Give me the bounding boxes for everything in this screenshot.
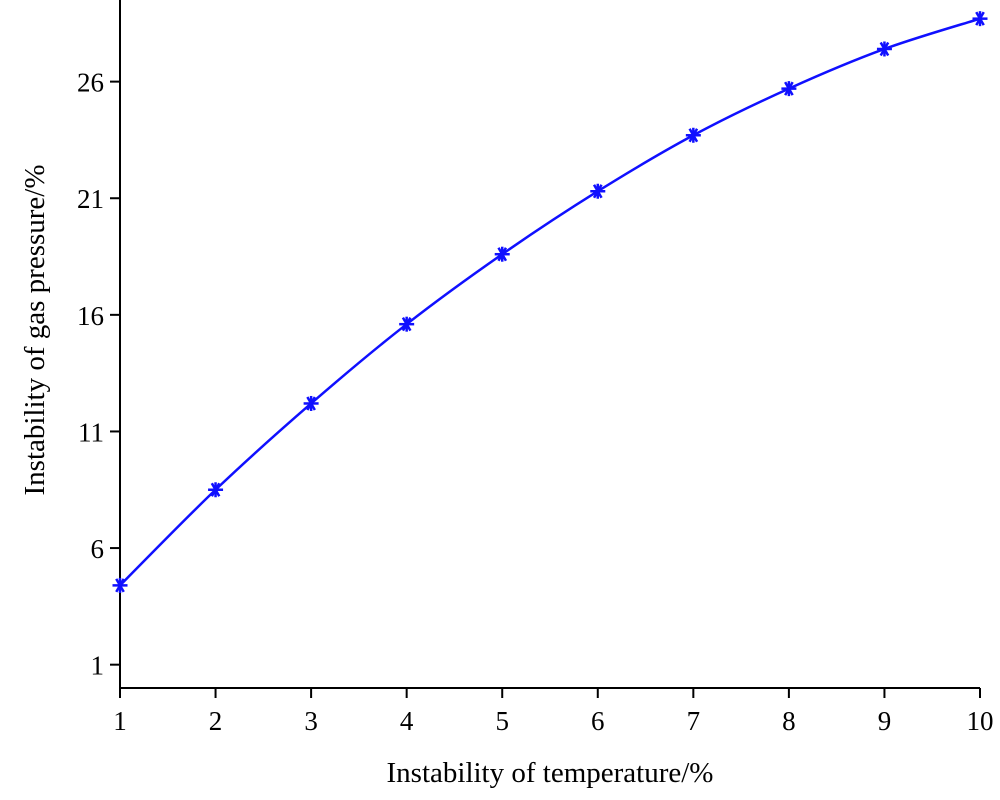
series-layer	[112, 11, 988, 593]
y-tick-label: 26	[77, 68, 104, 98]
x-tick-label: 8	[782, 706, 796, 736]
x-tick-label: 6	[591, 706, 605, 736]
x-tick-label: 2	[209, 706, 223, 736]
x-tick-label: 3	[304, 706, 318, 736]
x-axis-title: Instability of temperature/%	[387, 757, 714, 789]
y-tick-label: 16	[77, 301, 104, 331]
data-point-marker	[781, 81, 797, 97]
x-tick-label: 9	[878, 706, 892, 736]
data-point-marker	[208, 482, 224, 498]
data-point-marker	[590, 183, 606, 199]
axes	[119, 0, 980, 689]
x-tick-label: 7	[687, 706, 701, 736]
x-ticks: 1 2 3 4 5 6 7 8 9 10	[113, 688, 994, 736]
x-tick-label: 4	[400, 706, 414, 736]
data-point-marker	[303, 395, 319, 411]
data-point-marker	[112, 577, 128, 593]
x-tick-label: 1	[113, 706, 127, 736]
data-point-marker	[494, 246, 510, 262]
data-point-marker	[876, 41, 892, 57]
series-line	[119, 17, 981, 587]
x-tick-label: 5	[495, 706, 509, 736]
y-tick-label: 1	[91, 651, 105, 681]
data-point-marker	[972, 11, 988, 27]
y-tick-label: 11	[78, 417, 104, 447]
x-tick-label: 10	[967, 706, 994, 736]
data-point-marker	[685, 127, 701, 143]
y-tick-label: 6	[91, 534, 105, 564]
data-point-marker	[399, 316, 415, 332]
y-tick-label: 21	[77, 184, 104, 214]
y-axis-title: Instability of gas pressure/%	[19, 164, 51, 495]
